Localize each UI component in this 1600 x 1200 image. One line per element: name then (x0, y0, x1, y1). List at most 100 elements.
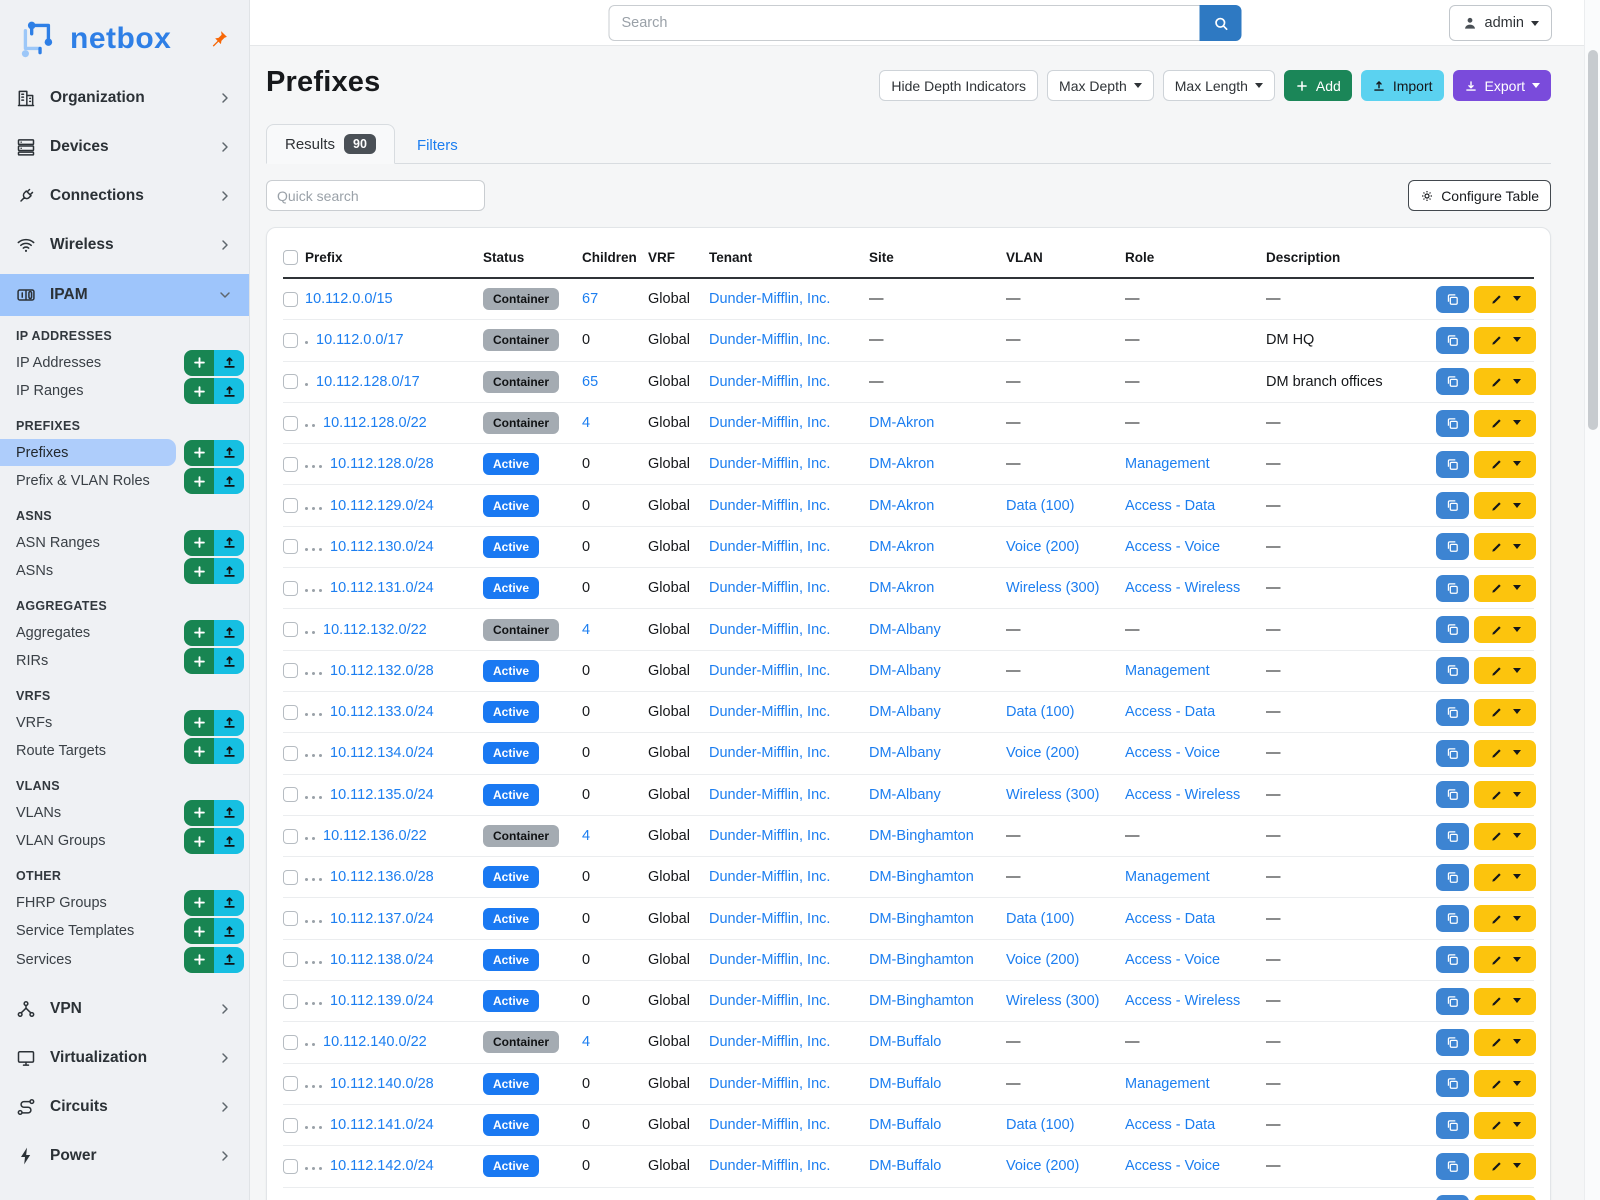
add-services-button[interactable] (184, 946, 214, 973)
edit-dropdown-button[interactable] (1474, 822, 1536, 850)
edit-dropdown-button[interactable] (1474, 905, 1536, 933)
vlan-link[interactable]: Voice (200) (1006, 1158, 1080, 1175)
prefix-link[interactable]: 10.112.0.0/15 (305, 291, 393, 308)
add-aggregates-button[interactable] (184, 619, 214, 646)
row-checkbox[interactable] (283, 415, 298, 431)
site-link[interactable]: DM-Binghamton (869, 910, 974, 927)
edit-dropdown-button[interactable] (1474, 326, 1536, 354)
row-checkbox[interactable] (283, 291, 298, 307)
edit-dropdown-button[interactable] (1474, 946, 1536, 974)
edit-dropdown-button[interactable] (1474, 657, 1536, 685)
export-dropdown[interactable]: Export (1452, 70, 1551, 101)
clone-button[interactable] (1436, 574, 1469, 602)
site-link[interactable]: DM-Albany (869, 662, 941, 679)
vlan-link[interactable]: Voice (200) (1006, 745, 1080, 762)
clone-button[interactable] (1436, 326, 1469, 354)
prefix-link[interactable]: 10.112.137.0/24 (330, 910, 434, 927)
row-checkbox[interactable] (283, 787, 298, 803)
tenant-link[interactable]: Dunder-Mifflin, Inc. (709, 951, 831, 968)
clone-button[interactable] (1436, 409, 1469, 437)
row-checkbox[interactable] (283, 498, 298, 514)
tenant-link[interactable]: Dunder-Mifflin, Inc. (709, 456, 831, 473)
sidebar-item-aggregates[interactable]: Aggregates (16, 624, 91, 641)
import-prefixes-button[interactable] (214, 439, 244, 466)
edit-dropdown-button[interactable] (1474, 1152, 1536, 1180)
clone-button[interactable] (1436, 492, 1469, 520)
tenant-link[interactable]: Dunder-Mifflin, Inc. (709, 704, 831, 721)
edit-dropdown-button[interactable] (1474, 1070, 1536, 1098)
column-header-description[interactable]: Description (1266, 250, 1341, 265)
clone-button[interactable] (1436, 450, 1469, 478)
tenant-link[interactable]: Dunder-Mifflin, Inc. (709, 373, 831, 390)
prefix-link[interactable]: 10.112.138.0/24 (330, 951, 434, 968)
clone-button[interactable] (1436, 285, 1469, 313)
prefix-link[interactable]: 10.112.142.0/24 (330, 1158, 434, 1175)
clone-button[interactable] (1436, 1111, 1469, 1139)
import-fhrp-groups-button[interactable] (214, 889, 244, 916)
tenant-link[interactable]: Dunder-Mifflin, Inc. (709, 291, 831, 308)
column-header-site[interactable]: Site (869, 250, 894, 265)
tenant-link[interactable]: Dunder-Mifflin, Inc. (709, 1075, 831, 1092)
prefix-link[interactable]: 10.112.132.0/22 (323, 621, 427, 638)
clone-button[interactable] (1436, 698, 1469, 726)
tenant-link[interactable]: Dunder-Mifflin, Inc. (709, 497, 831, 514)
max-depth-dropdown[interactable]: Max Depth (1047, 70, 1154, 101)
add-ip-ranges-button[interactable] (184, 378, 214, 404)
import-vrfs-button[interactable] (214, 709, 244, 736)
sidebar-item-rirs[interactable]: RIRs (16, 653, 49, 669)
clone-button[interactable] (1436, 616, 1469, 644)
edit-dropdown-button[interactable] (1474, 1194, 1536, 1200)
edit-dropdown-button[interactable] (1474, 1111, 1536, 1139)
sidebar-item-ipam[interactable]: IPAM (0, 274, 249, 316)
add-fhrp-groups-button[interactable] (184, 889, 214, 916)
prefix-link[interactable]: 10.112.128.0/17 (316, 373, 420, 390)
prefix-link[interactable]: 10.112.141.0/24 (330, 1117, 434, 1134)
tenant-link[interactable]: Dunder-Mifflin, Inc. (709, 621, 831, 638)
column-header-role[interactable]: Role (1125, 250, 1155, 265)
tab-results[interactable]: Results 90 (266, 124, 395, 164)
sidebar-item-services[interactable]: Services (16, 951, 72, 968)
sidebar-item-vlans[interactable]: VLANs (16, 804, 62, 821)
edit-dropdown-button[interactable] (1474, 285, 1536, 313)
clone-button[interactable] (1436, 657, 1469, 685)
site-link[interactable]: DM-Binghamton (869, 828, 974, 844)
clone-button[interactable] (1436, 1070, 1469, 1098)
tenant-link[interactable]: Dunder-Mifflin, Inc. (709, 910, 831, 927)
sidebar-item-power[interactable]: Power (0, 1136, 249, 1176)
row-checkbox[interactable] (283, 911, 298, 927)
tenant-link[interactable]: Dunder-Mifflin, Inc. (709, 662, 831, 679)
row-checkbox[interactable] (283, 332, 298, 348)
column-header-vlan[interactable]: VLAN (1006, 250, 1043, 265)
row-checkbox[interactable] (283, 374, 298, 390)
row-checkbox[interactable] (283, 663, 298, 679)
prefix-link[interactable]: 10.112.131.0/24 (330, 580, 434, 597)
import-ip-addresses-button[interactable] (214, 349, 244, 376)
tenant-link[interactable]: Dunder-Mifflin, Inc. (709, 580, 831, 597)
edit-dropdown-button[interactable] (1474, 368, 1536, 396)
role-link[interactable]: Access - Data (1125, 497, 1216, 514)
search-button[interactable] (1199, 5, 1242, 41)
sidebar-item-vlan-groups[interactable]: VLAN Groups (16, 833, 106, 849)
tenant-link[interactable]: Dunder-Mifflin, Inc. (709, 538, 831, 555)
role-link[interactable]: Access - Voice (1125, 538, 1221, 555)
prefix-link[interactable]: 10.112.130.0/24 (330, 538, 434, 555)
import-asn-ranges-button[interactable] (214, 529, 244, 556)
add-prefixes-button[interactable] (184, 439, 214, 466)
clone-button[interactable] (1436, 863, 1469, 891)
import-route-targets-button[interactable] (214, 738, 244, 764)
tenant-link[interactable]: Dunder-Mifflin, Inc. (709, 1034, 831, 1051)
sidebar-item-prefix-vlan-roles[interactable]: Prefix & VLAN Roles (16, 473, 150, 489)
import-button[interactable]: Import (1360, 70, 1444, 101)
row-checkbox[interactable] (283, 952, 298, 968)
tenant-link[interactable]: Dunder-Mifflin, Inc. (709, 415, 831, 432)
vlan-link[interactable]: Wireless (300) (1006, 993, 1100, 1010)
clone-button[interactable] (1436, 1194, 1469, 1200)
site-link[interactable]: DM-Buffalo (869, 1075, 942, 1092)
tenant-link[interactable]: Dunder-Mifflin, Inc. (709, 1117, 831, 1134)
add-prefix-vlan-roles-button[interactable] (184, 468, 214, 494)
max-length-dropdown[interactable]: Max Length (1162, 70, 1275, 101)
site-link[interactable]: DM-Albany (869, 786, 941, 803)
netbox-brand-link[interactable]: netbox (0, 0, 249, 78)
column-header-tenant[interactable]: Tenant (709, 250, 753, 265)
tenant-link[interactable]: Dunder-Mifflin, Inc. (709, 869, 831, 886)
